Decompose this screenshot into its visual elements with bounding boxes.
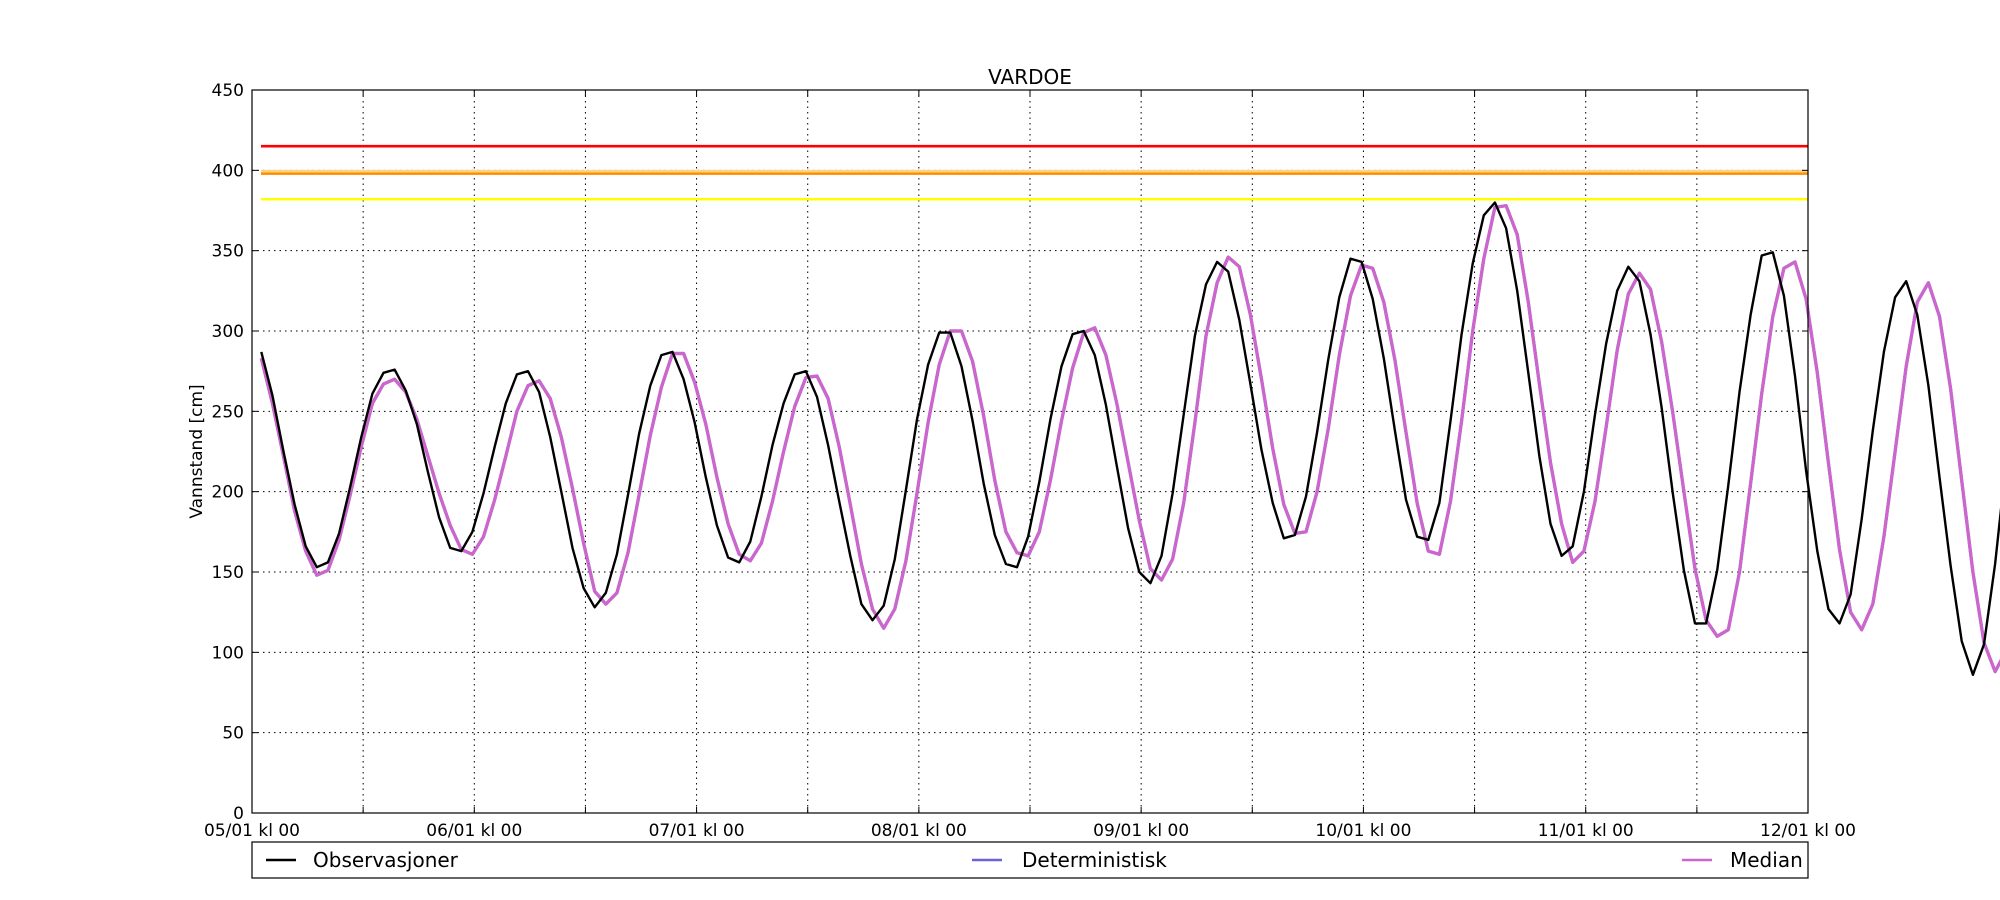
y-tick-label: 350	[212, 242, 244, 262]
x-tick-label: 11/01 kl 00	[1538, 821, 1634, 841]
x-tick-label: 12/01 kl 00	[1760, 821, 1856, 841]
x-tick-label: 07/01 kl 00	[649, 821, 745, 841]
chart-title: VARDOE	[988, 65, 1072, 89]
legend-label-median: Median	[1730, 848, 1803, 872]
x-tick-label: 06/01 kl 00	[426, 821, 522, 841]
series-line-deterministisk	[259, 204, 2000, 674]
y-tick-label: 450	[212, 81, 244, 101]
y-tick-label: 300	[212, 322, 244, 342]
legend-label-observasjoner: Observasjoner	[313, 848, 459, 872]
series-lines	[259, 201, 2000, 676]
axis-ticks: 0 50 100 150 200 250 300 350 400 450 05/01 kl 00 06…	[204, 81, 1856, 841]
x-tick-label: 10/01 kl 00	[1315, 821, 1411, 841]
x-tick-label: 05/01 kl 00	[204, 821, 300, 841]
series-line-observasjoner	[260, 201, 2000, 676]
legend-label-deterministisk: Deterministisk	[1022, 848, 1167, 872]
y-tick-label: 200	[212, 483, 244, 503]
legend-box	[251, 841, 1809, 879]
legend: Observasjoner Deterministisk Median	[251, 841, 1809, 879]
y-tick-label: 100	[212, 643, 244, 663]
y-tick-label: 250	[212, 402, 244, 422]
y-tick-label: 150	[212, 563, 244, 583]
y-tick-label: 0	[233, 804, 244, 824]
x-tick-label: 08/01 kl 00	[871, 821, 967, 841]
y-axis-label: Vannstand [cm]	[187, 384, 207, 518]
y-tick-label: 50	[222, 724, 244, 744]
threshold-lines	[261, 144, 1808, 201]
series-line-median	[259, 204, 2000, 674]
x-tick-label: 09/01 kl 00	[1093, 821, 1189, 841]
y-tick-label: 400	[212, 161, 244, 181]
